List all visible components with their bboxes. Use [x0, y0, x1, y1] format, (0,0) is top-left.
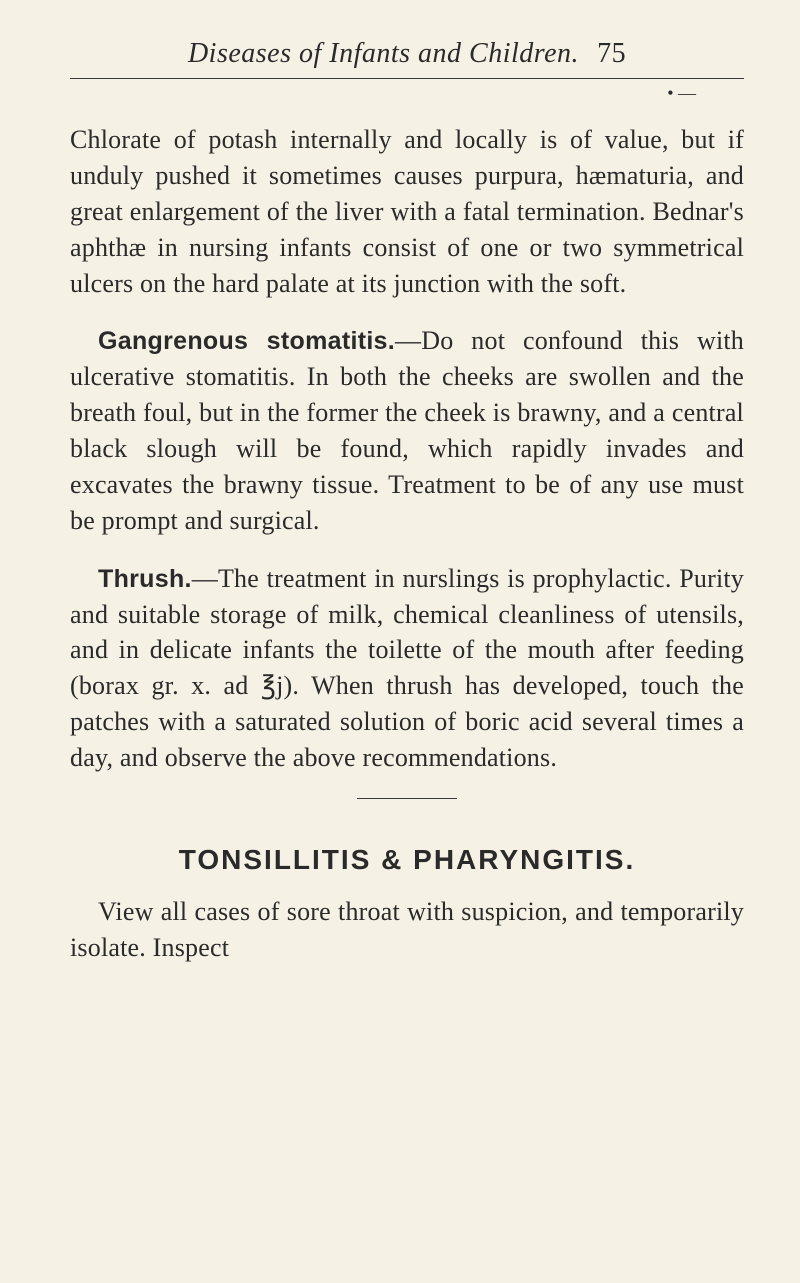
section-divider: [357, 798, 457, 818]
body-gangrenous: —Do not con­found this with ulcerative s…: [70, 326, 744, 534]
body-thrush: —The treatment in nurslings is prophylac…: [70, 564, 744, 772]
header-title: Diseases of Infants and Children.: [188, 38, 579, 69]
header-mark: • —: [70, 83, 744, 104]
section-title-tonsillitis: TONSILLITIS & PHARYNGITIS.: [70, 844, 744, 876]
paragraph-gangrenous: Gangrenous stomatitis.—Do not con­found …: [70, 323, 744, 538]
header-divider: [70, 78, 744, 79]
paragraph-view-cases: View all cases of sore throat with sus­p…: [70, 894, 744, 966]
heading-thrush: Thrush.: [98, 565, 192, 593]
paragraph-thrush: Thrush.—The treatment in nurslings is pr…: [70, 561, 744, 776]
page-header: Diseases of Infants and Children. 75: [70, 38, 744, 70]
page-number: 75: [597, 38, 626, 69]
heading-gangrenous: Gangrenous stomatitis.: [98, 327, 395, 355]
paragraph-chlorate: Chlorate of potash internally and locall…: [70, 122, 744, 301]
